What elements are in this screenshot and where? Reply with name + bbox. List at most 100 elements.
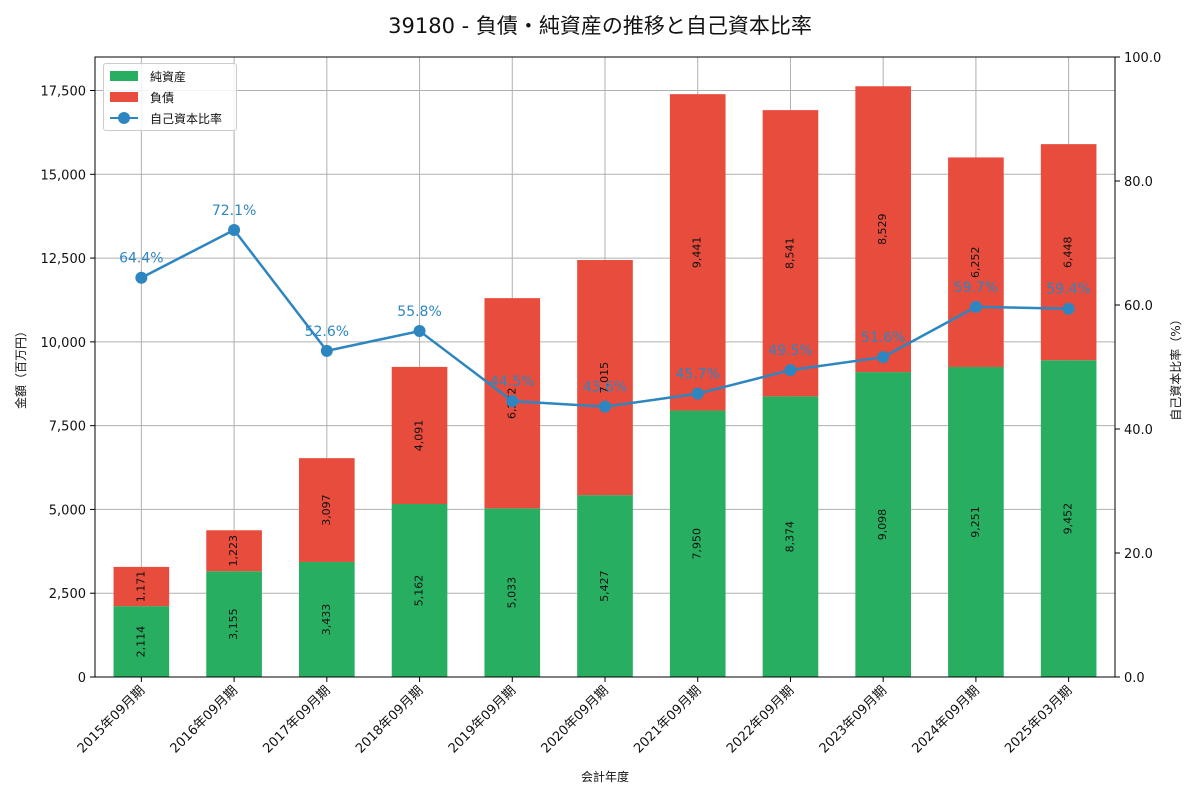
y-tick-label-right: 100.0 (1124, 51, 1161, 66)
ratio-marker (877, 351, 890, 364)
ratio-label: 72.1% (212, 203, 256, 219)
ratio-label: 59.4% (1046, 282, 1090, 298)
bar-label-liabilities: 6,252 (969, 246, 982, 278)
x-tick-label: 2021年09月期 (631, 683, 704, 756)
x-axis-label: 会計年度 (581, 769, 629, 784)
y-tick-label-right: 80.0 (1124, 175, 1153, 190)
x-tick-label: 2024年09月期 (909, 683, 982, 756)
bar-label-liabilities: 7,015 (598, 362, 611, 394)
bar-label-liabilities: 3,097 (320, 494, 333, 526)
ratio-label: 59.7% (954, 280, 998, 296)
y-tick-label-left: 0 (78, 671, 86, 686)
ratio-marker (691, 387, 704, 400)
y-tick-label-right: 60.0 (1124, 299, 1153, 314)
y-tick-label-right: 40.0 (1124, 423, 1153, 438)
bar-liabilities (206, 530, 262, 572)
bar-equity (206, 571, 262, 677)
x-tick-label: 2019年09月期 (446, 683, 519, 756)
bar-equity (577, 495, 633, 677)
ratio-label: 55.8% (397, 304, 441, 320)
bar-equity (669, 410, 726, 677)
bar-label-equity: 9,098 (876, 509, 889, 541)
x-tick-label: 2018年09月期 (353, 683, 426, 756)
y-tick-label-left: 15,000 (41, 168, 87, 183)
x-tick-label: 2023年09月期 (817, 683, 890, 756)
bar-equity (484, 508, 541, 677)
y-axis-label-left: 金額（百万円） (13, 325, 28, 409)
bar-label-equity: 5,033 (505, 577, 518, 609)
bar-liabilities (669, 94, 726, 411)
legend-item-equity: 純資産 (110, 67, 186, 85)
ratio-label: 64.4% (119, 251, 163, 267)
bar-liabilities (762, 110, 819, 397)
x-tick-label: 2022年09月期 (724, 683, 797, 756)
bar-label-equity: 5,427 (598, 570, 611, 602)
bar-label-liabilities: 1,171 (134, 571, 147, 603)
line-marker-icon (110, 111, 138, 125)
legend-label-equity: 純資産 (150, 69, 187, 84)
y-tick-label-left: 7,500 (49, 420, 86, 435)
chart-title: 39180 - 負債・純資産の推移と自己資本比率 (388, 14, 812, 38)
bar-equity (948, 366, 1004, 677)
y-tick-label-left: 5,000 (49, 503, 86, 518)
equity-swatch-icon (110, 71, 138, 81)
bar-equity (1040, 360, 1097, 677)
bar-liabilities (1040, 144, 1097, 361)
legend-label-liabilities: 負債 (150, 90, 175, 105)
legend-label-ratio: 自己資本比率 (150, 111, 223, 126)
liabilities-swatch-icon (110, 92, 138, 102)
x-tick-label: 2020年09月期 (539, 683, 612, 756)
bar-equity (762, 396, 819, 677)
ratio-label: 44.5% (490, 374, 534, 390)
y-tick-label-left: 17,500 (41, 85, 87, 100)
bar-label-equity: 3,433 (320, 604, 333, 636)
y-tick-label-left: 12,500 (41, 252, 87, 267)
y-axis-label-right: 自己資本比率（%） (1168, 313, 1183, 420)
legend-item-liabilities: 負債 (110, 88, 174, 106)
y-tick-label-right: 20.0 (1124, 547, 1153, 562)
bar-equity (855, 372, 911, 677)
y-tick-label-right: 0.0 (1124, 671, 1145, 686)
ratio-marker (969, 300, 982, 313)
bar-liabilities (299, 458, 355, 562)
legend: 純資産 負債 自己資本比率 (103, 63, 237, 131)
y-tick-label-left: 10,000 (41, 336, 87, 351)
bar-label-equity: 9,452 (1062, 503, 1075, 535)
bar-liabilities (577, 260, 633, 496)
bar-label-equity: 5,162 (413, 575, 426, 607)
bar-equity (391, 504, 448, 677)
bar-label-liabilities: 8,529 (876, 213, 889, 245)
ratio-marker (413, 325, 426, 338)
bar-label-liabilities: 8,541 (783, 237, 796, 269)
bar-equity (113, 606, 170, 677)
bar-label-liabilities: 6,448 (1062, 236, 1075, 268)
bar-equity (299, 561, 355, 677)
bar-liabilities (391, 366, 448, 505)
y-tick-label-left: 2,500 (49, 587, 86, 602)
bar-liabilities (948, 157, 1004, 367)
x-tick-label: 2025年03月期 (1002, 683, 1075, 756)
x-tick-label: 2015年09月期 (75, 683, 148, 756)
bar-label-equity: 2,114 (134, 626, 147, 658)
ratio-label: 52.6% (305, 324, 349, 340)
ratio-label: 43.6% (583, 380, 627, 396)
legend-item-ratio: 自己資本比率 (110, 109, 222, 127)
ratio-marker (506, 395, 519, 408)
bar-label-liabilities: 4,091 (413, 420, 426, 452)
ratio-label: 49.5% (768, 343, 812, 359)
bar-label-liabilities: 9,441 (691, 237, 704, 268)
ratio-marker (228, 223, 241, 236)
ratio-marker (320, 344, 333, 357)
x-tick-label: 2016年09月期 (168, 683, 241, 756)
ratio-marker (1062, 302, 1075, 315)
ratio-marker (135, 271, 148, 284)
bar-liabilities (113, 566, 170, 607)
bar-label-equity: 8,374 (783, 521, 796, 553)
bar-label-equity: 9,251 (969, 506, 982, 538)
ratio-label: 51.6% (861, 330, 905, 346)
ratio-marker (599, 400, 611, 413)
bar-label-equity: 3,155 (227, 608, 240, 640)
bar-label-equity: 7,950 (691, 528, 704, 560)
ratio-marker (784, 364, 797, 377)
